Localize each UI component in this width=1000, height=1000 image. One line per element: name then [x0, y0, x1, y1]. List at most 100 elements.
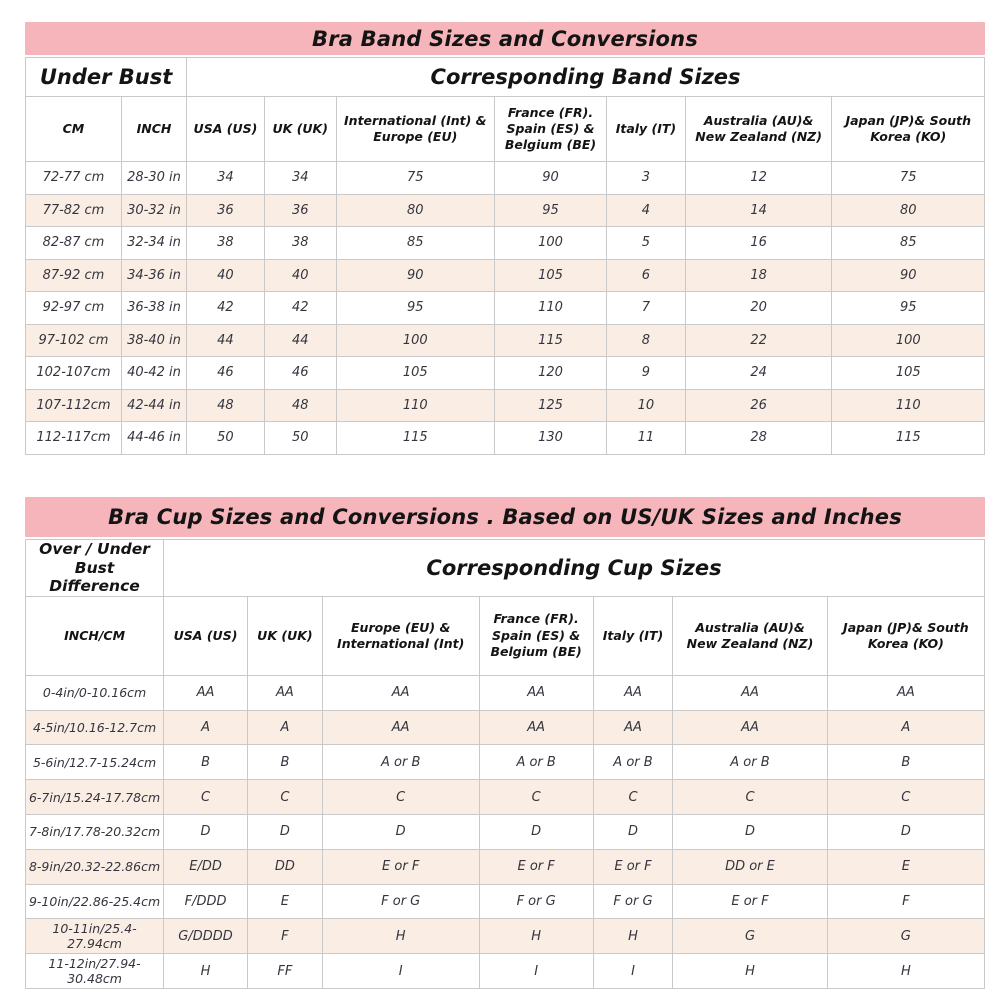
table-cell: E or F	[672, 883, 828, 920]
table-cell: 18	[684, 258, 833, 292]
table-row: 112-117cm 44-46 in 50 50 115 130 11 28 115	[25, 421, 985, 455]
table-cell: AA	[592, 709, 674, 746]
group-header-row: Under Bust Corresponding Band Sizes	[24, 57, 985, 97]
table-cell: C	[163, 779, 248, 815]
table-cell: 105	[335, 356, 495, 390]
column-header-row: CM INCH USA (US) UK (UK) International (Int)…	[25, 96, 985, 162]
table-cell: 34	[186, 161, 265, 195]
corresponding-band-sizes-header: Corresponding Band Sizes	[186, 57, 985, 97]
column-header: Australia (AU)& New Zealand (NZ)	[684, 96, 833, 162]
table-cell: 87-92 cm	[25, 258, 122, 292]
table-cell: 75	[831, 161, 985, 195]
table-cell: 8	[606, 323, 686, 357]
table-cell: 28	[684, 421, 833, 455]
table-cell: 0-4in/0-10.16cm	[24, 674, 165, 711]
band-size-table-section: Bra Band Sizes and Conversions Under Bus…	[24, 22, 985, 455]
table-cell: 100	[493, 226, 608, 260]
table-cell: H	[826, 953, 986, 989]
table-cell: 110	[335, 388, 495, 422]
table-cell: C	[247, 779, 323, 815]
table-row: 87-92 cm 34-36 in 40 40 90 105 6 18 90	[25, 258, 985, 292]
band-table-body: 72-77 cm 28-30 in 34 34 75 90 3 12 75 77-82 cm 30-…	[25, 161, 985, 455]
column-header: Italy (IT)	[606, 96, 686, 162]
table-cell: A or B	[478, 744, 594, 781]
table-cell: D	[478, 813, 594, 850]
table-cell: 110	[493, 291, 608, 325]
table-cell: G	[672, 918, 828, 955]
table-cell: H	[592, 918, 674, 955]
table-cell: H	[321, 918, 480, 955]
table-cell: 5-6in/12.7-15.24cm	[24, 744, 165, 781]
table-row: 102-107cm 40-42 in 46 46 105 120 9 24 105	[25, 356, 985, 390]
table-cell: 6	[606, 258, 686, 292]
table-cell: I	[478, 953, 594, 989]
table-cell: G	[826, 918, 986, 955]
table-cell: AA	[478, 709, 594, 746]
table-cell: 48	[263, 388, 337, 422]
table-cell: I	[321, 953, 480, 989]
table-cell: D	[672, 813, 828, 850]
table-cell: 20	[684, 291, 833, 325]
table-cell: 26	[684, 388, 833, 422]
cup-table-title: Bra Cup Sizes and Conversions . Based on…	[108, 505, 902, 529]
table-cell: H	[672, 953, 828, 989]
table-cell: 10-11in/25.4-27.94cm	[24, 918, 165, 955]
table-cell: A	[247, 709, 323, 746]
table-cell: 30-32 in	[120, 193, 188, 227]
table-cell: 24	[684, 356, 833, 390]
table-cell: 34-36 in	[120, 258, 188, 292]
table-cell: E	[826, 848, 986, 885]
table-cell: AA	[321, 674, 480, 711]
table-cell: 125	[493, 388, 608, 422]
column-header: France (FR). Spain (ES) & Belgium (BE)	[493, 96, 608, 162]
table-cell: 46	[263, 356, 337, 390]
table-cell: 9-10in/22.86-25.4cm	[24, 883, 165, 920]
table-cell: C	[592, 779, 674, 815]
table-cell: 28-30 in	[120, 161, 188, 195]
table-cell: 22	[684, 323, 833, 357]
table-cell: 100	[831, 323, 985, 357]
table-cell: 42	[186, 291, 265, 325]
table-cell: E/DD	[163, 848, 248, 885]
band-conversion-table: Under Bust Corresponding Band Sizes CM IN…	[24, 57, 985, 455]
table-cell: 50	[263, 421, 337, 455]
table-cell: 50	[186, 421, 265, 455]
table-cell: 11	[606, 421, 686, 455]
column-header: INCH/CM	[24, 595, 165, 676]
table-cell: 44	[186, 323, 265, 357]
table-cell: 105	[831, 356, 985, 390]
table-cell: 90	[831, 258, 985, 292]
table-cell: C	[672, 779, 828, 815]
column-header: INCH	[120, 96, 188, 162]
table-cell: 36	[186, 193, 265, 227]
table-cell: G/DDDD	[163, 918, 248, 955]
table-row: 4-5in/10.16-12.7cm A A AA AA AA AA A	[24, 709, 986, 746]
table-cell: A or B	[592, 744, 674, 781]
table-cell: F/DDD	[163, 883, 248, 920]
table-cell: AA	[247, 674, 323, 711]
table-cell: F or G	[478, 883, 594, 920]
table-cell: 92-97 cm	[25, 291, 122, 325]
table-cell: 85	[831, 226, 985, 260]
table-cell: D	[321, 813, 480, 850]
table-cell: 46	[186, 356, 265, 390]
table-cell: 40	[186, 258, 265, 292]
table-row: 82-87 cm 32-34 in 38 38 85 100 5 16 85	[25, 226, 985, 260]
column-header: Japan (JP)& South Korea (KO)	[831, 96, 985, 162]
table-cell: 9	[606, 356, 686, 390]
table-cell: 115	[831, 421, 985, 455]
table-row: 107-112cm 42-44 in 48 48 110 125 10 26 110	[25, 388, 985, 422]
table-cell: D	[592, 813, 674, 850]
table-cell: A	[163, 709, 248, 746]
table-cell: 10	[606, 388, 686, 422]
table-cell: 7-8in/17.78-20.32cm	[24, 813, 165, 850]
table-cell: 112-117cm	[25, 421, 122, 455]
table-cell: 42	[263, 291, 337, 325]
table-cell: 6-7in/15.24-17.78cm	[24, 779, 165, 815]
table-cell: AA	[672, 674, 828, 711]
table-cell: 95	[831, 291, 985, 325]
table-cell: 14	[684, 193, 833, 227]
table-cell: 95	[335, 291, 495, 325]
